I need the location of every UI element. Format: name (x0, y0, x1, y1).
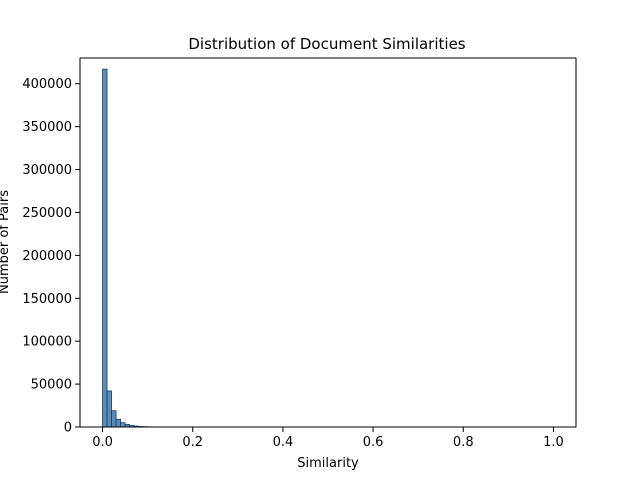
x-tick-label-4: 0.8 (453, 435, 474, 450)
histogram-bar-1 (106, 390, 112, 428)
histogram-bar-3 (115, 418, 121, 428)
y-tick-label-3: 150000 (22, 292, 72, 307)
y-tick-label-0: 0 (64, 421, 72, 436)
y-tick-label-8: 400000 (22, 77, 72, 92)
x-tick-label-0: 0.0 (92, 435, 113, 450)
x-axis-ticks: 0.0 0.2 0.4 0.6 0.8 1.0 (92, 427, 564, 450)
histogram-bars (102, 68, 554, 428)
histogram-bar-2 (111, 410, 117, 428)
x-tick-label-2: 0.4 (273, 435, 294, 450)
y-tick-label-6: 300000 (22, 163, 72, 178)
y-tick-label-2: 100000 (22, 335, 72, 350)
plot-frame (79, 57, 577, 428)
y-tick-label-4: 200000 (22, 249, 72, 264)
y-tick-label-1: 50000 (31, 378, 72, 393)
y-tick-label-7: 350000 (22, 120, 72, 135)
histogram-bar-4 (120, 422, 126, 428)
x-tick-label-3: 0.6 (363, 435, 384, 450)
y-axis-ticks: 0 50000 100000 150000 200000 250000 300000 3500… (22, 77, 80, 436)
x-tick-label-5: 1.0 (543, 435, 564, 450)
y-tick-label-5: 250000 (22, 206, 72, 221)
histogram-bar-0 (102, 68, 108, 428)
y-axis-label: Number of Pairs (0, 190, 12, 294)
x-tick-label-1: 0.2 (182, 435, 203, 450)
x-axis-label: Similarity (297, 456, 359, 471)
chart-title: Distribution of Document Similarities (188, 35, 465, 53)
